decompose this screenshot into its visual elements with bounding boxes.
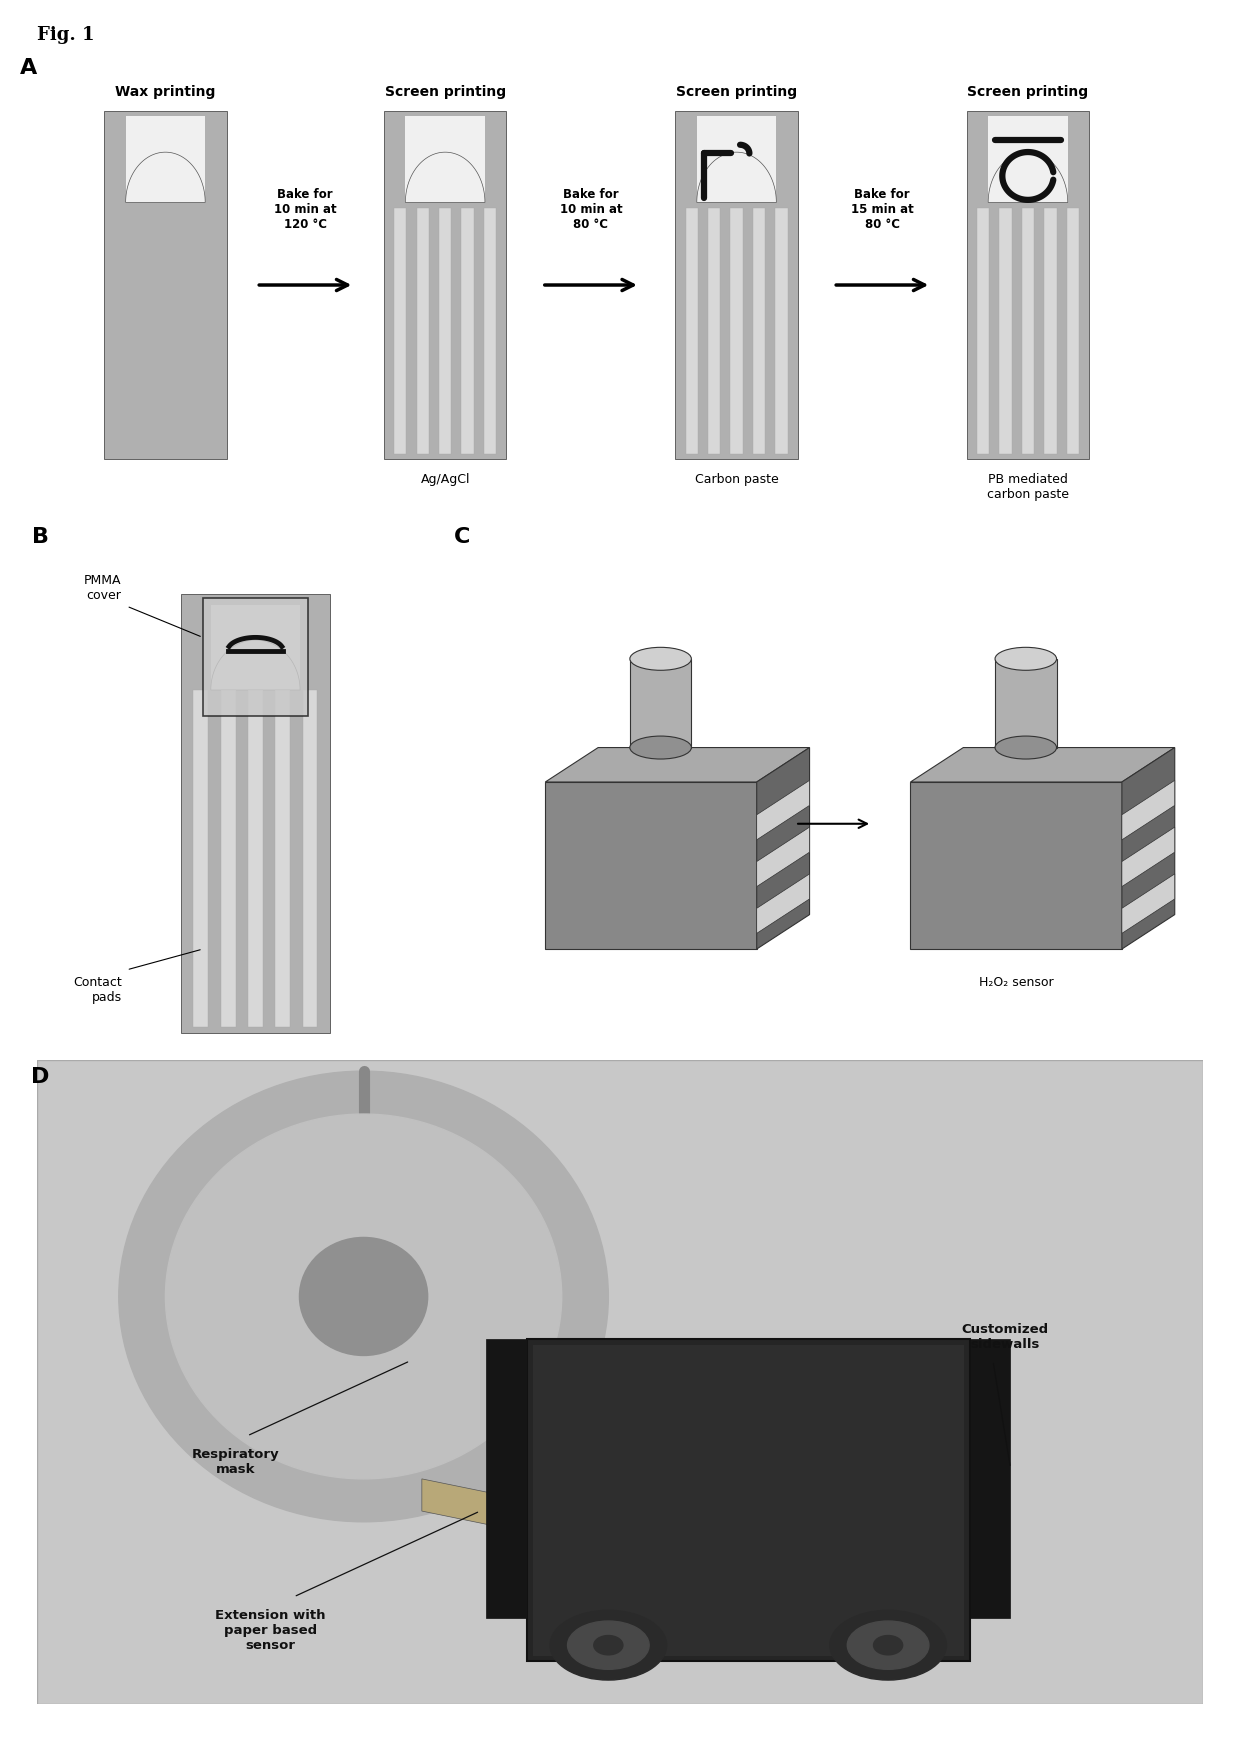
Circle shape [300,1238,428,1356]
Text: Respiratory
mask: Respiratory mask [191,1447,279,1475]
Bar [527,1339,970,1661]
Text: Screen printing: Screen printing [384,85,506,99]
Bar [775,209,787,454]
Polygon shape [125,153,205,203]
Bar [417,209,429,454]
Text: Screen printing: Screen printing [967,85,1089,99]
Ellipse shape [630,649,692,671]
Bar [686,209,698,454]
Text: Contact
pads: Contact pads [73,976,122,1003]
Bar [221,690,236,1028]
Text: C: C [454,527,470,546]
Text: A: A [20,57,37,78]
Bar [910,783,1122,949]
Circle shape [119,1071,609,1522]
Polygon shape [546,748,810,783]
Polygon shape [910,748,1174,783]
FancyBboxPatch shape [967,111,1089,459]
FancyBboxPatch shape [203,598,308,716]
Text: PB mediated
carbon paste: PB mediated carbon paste [987,473,1069,501]
Polygon shape [756,748,810,949]
Bar [484,209,496,454]
Bar [193,690,208,1028]
Bar [486,1339,527,1619]
Polygon shape [405,153,485,203]
Bar [275,690,290,1028]
Text: Bake for
10 min at
80 °C: Bake for 10 min at 80 °C [559,188,622,231]
Bar [999,209,1012,454]
Polygon shape [211,640,300,690]
Text: Bake for
10 min at
120 °C: Bake for 10 min at 120 °C [274,188,336,231]
Bar [533,1344,963,1656]
Text: Carbon paste: Carbon paste [694,473,779,485]
Bar [1022,209,1034,454]
Bar [730,209,743,454]
Text: Ag/AgCl: Ag/AgCl [420,473,470,485]
Bar [697,118,776,203]
Bar [977,209,990,454]
Polygon shape [1122,748,1174,949]
Bar [630,659,692,748]
Polygon shape [697,153,776,203]
Polygon shape [756,781,810,840]
Ellipse shape [847,1621,929,1669]
Bar [439,209,451,454]
Text: Customized
sidewalls: Customized sidewalls [961,1322,1048,1349]
Text: Extension with
paper based
sensor: Extension with paper based sensor [215,1607,326,1650]
Polygon shape [422,1478,527,1532]
Circle shape [165,1115,562,1478]
Bar [394,209,407,454]
Ellipse shape [568,1621,650,1669]
Polygon shape [1122,828,1174,887]
Bar [970,1339,1011,1619]
Bar [303,690,317,1028]
Ellipse shape [873,1636,903,1656]
Ellipse shape [994,649,1056,671]
Ellipse shape [551,1610,667,1680]
Bar [1044,209,1056,454]
Bar [461,209,474,454]
Bar [994,659,1056,748]
Polygon shape [756,875,810,934]
Bar [708,209,720,454]
Text: Fig. 1: Fig. 1 [37,26,94,43]
Polygon shape [988,153,1068,203]
Text: PMMA
cover: PMMA cover [84,574,122,602]
Bar [753,209,765,454]
Polygon shape [1122,781,1174,840]
Bar [248,690,263,1028]
Polygon shape [1122,875,1174,934]
FancyBboxPatch shape [384,111,506,459]
Text: D: D [31,1066,50,1087]
Polygon shape [756,828,810,887]
Text: Screen printing: Screen printing [676,85,797,99]
FancyBboxPatch shape [181,595,330,1033]
Bar [211,605,300,690]
FancyBboxPatch shape [676,111,797,459]
Text: H₂O₂ sensor: H₂O₂ sensor [978,976,1054,988]
Text: Bake for
15 min at
80 °C: Bake for 15 min at 80 °C [851,188,914,231]
Bar [546,783,756,949]
FancyBboxPatch shape [104,111,227,459]
Ellipse shape [830,1610,946,1680]
Bar [405,118,485,203]
Bar [125,118,205,203]
Ellipse shape [994,737,1056,760]
Text: Wax printing: Wax printing [115,85,216,99]
Bar [988,118,1068,203]
Bar [1066,209,1079,454]
Ellipse shape [594,1636,622,1656]
Text: B: B [32,527,50,546]
Ellipse shape [630,737,692,760]
